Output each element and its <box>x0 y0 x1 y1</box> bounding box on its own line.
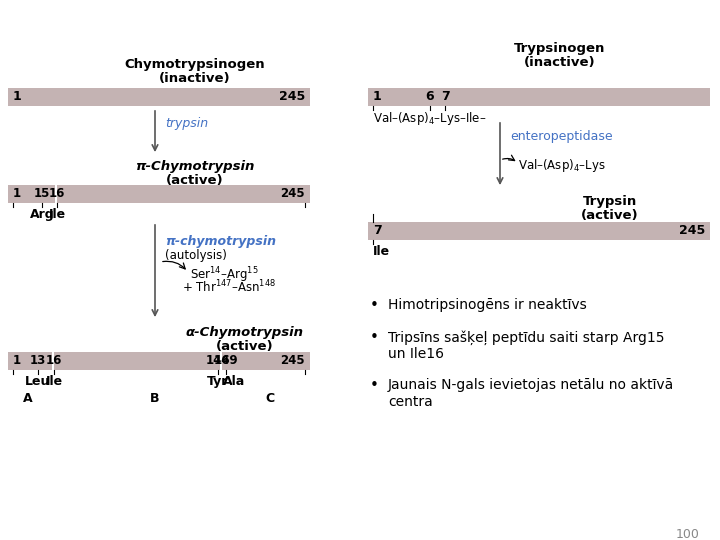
Text: un Ile16: un Ile16 <box>388 347 444 361</box>
Bar <box>8 185 55 203</box>
Text: 245: 245 <box>279 90 305 103</box>
Bar <box>368 222 710 240</box>
Text: 7: 7 <box>441 90 449 103</box>
Text: α-Chymotrypsin: α-Chymotrypsin <box>186 326 304 339</box>
Text: •: • <box>370 330 379 345</box>
Text: 1: 1 <box>13 354 21 367</box>
Text: (active): (active) <box>216 340 274 353</box>
Text: •: • <box>370 378 379 393</box>
Text: B: B <box>150 392 160 405</box>
Bar <box>8 88 310 106</box>
Text: Val–(Asp)$_4$–Lys–Ile–: Val–(Asp)$_4$–Lys–Ile– <box>373 110 487 127</box>
Text: Ile: Ile <box>45 375 63 388</box>
Text: 7: 7 <box>373 224 382 237</box>
Text: 146: 146 <box>206 354 230 367</box>
Text: Ser$^{14}$–Arg$^{15}$: Ser$^{14}$–Arg$^{15}$ <box>190 265 258 285</box>
Text: 245: 245 <box>280 187 305 200</box>
Text: Tripsīns sašķeļ peptīdu saiti starp Arg15: Tripsīns sašķeļ peptīdu saiti starp Arg1… <box>388 330 665 345</box>
Text: Ala: Ala <box>223 375 245 388</box>
Text: (active): (active) <box>166 174 224 187</box>
Text: 1: 1 <box>373 90 382 103</box>
Text: 16: 16 <box>46 354 62 367</box>
Text: (inactive): (inactive) <box>159 72 231 85</box>
Text: Trypsinogen: Trypsinogen <box>514 42 606 55</box>
Text: (autolysis): (autolysis) <box>165 249 227 262</box>
Text: Leu: Leu <box>25 375 50 388</box>
Text: 13: 13 <box>30 354 46 367</box>
Text: Jaunais N-gals ievietojas netālu no aktīvā: Jaunais N-gals ievietojas netālu no aktī… <box>388 378 674 392</box>
Text: (inactive): (inactive) <box>524 56 596 69</box>
Bar <box>54 352 220 370</box>
Text: Himotripsinogēns ir neaktīvs: Himotripsinogēns ir neaktīvs <box>388 298 587 312</box>
Bar <box>8 352 52 370</box>
Text: 245: 245 <box>679 224 705 237</box>
Text: 6: 6 <box>426 90 434 103</box>
Text: Trypsin: Trypsin <box>583 195 637 208</box>
Text: 245: 245 <box>280 354 305 367</box>
Text: A: A <box>23 392 33 405</box>
Text: Val–(Asp)$_4$–Lys: Val–(Asp)$_4$–Lys <box>518 157 606 174</box>
Text: π-chymotrypsin: π-chymotrypsin <box>165 235 276 248</box>
Bar <box>368 88 710 106</box>
Text: 1: 1 <box>13 187 21 200</box>
Text: enteropeptidase: enteropeptidase <box>510 130 613 143</box>
Text: Chymotrypsinogen: Chymotrypsinogen <box>125 58 265 71</box>
Text: •: • <box>370 298 379 313</box>
Text: Tyr: Tyr <box>207 375 229 388</box>
Text: (active): (active) <box>581 209 639 222</box>
Text: + Thr$^{147}$–Asn$^{148}$: + Thr$^{147}$–Asn$^{148}$ <box>182 279 276 295</box>
Text: trypsin: trypsin <box>165 117 208 130</box>
Text: 15: 15 <box>34 187 50 200</box>
Text: 16: 16 <box>49 187 66 200</box>
Text: centra: centra <box>388 395 433 409</box>
Text: π-Chymotrypsin: π-Chymotrypsin <box>135 160 255 173</box>
Text: 1: 1 <box>13 90 22 103</box>
Text: Ile: Ile <box>373 245 390 258</box>
Text: C: C <box>266 392 274 405</box>
Text: Ile: Ile <box>48 208 66 221</box>
Bar <box>222 352 310 370</box>
Bar <box>57 185 310 203</box>
Text: Arg: Arg <box>30 208 54 221</box>
Text: 100: 100 <box>676 528 700 540</box>
Text: 149: 149 <box>214 354 238 367</box>
